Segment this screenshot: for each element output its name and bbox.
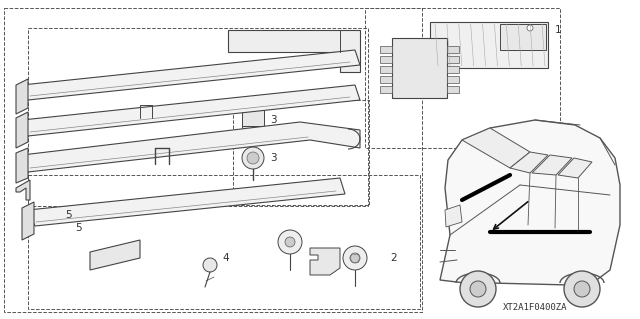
Bar <box>28 175 420 309</box>
Circle shape <box>350 253 360 263</box>
Polygon shape <box>447 66 459 73</box>
Text: 1: 1 <box>555 25 562 35</box>
Polygon shape <box>22 202 34 240</box>
Text: 2: 2 <box>390 253 397 263</box>
Text: 3: 3 <box>270 115 276 125</box>
Circle shape <box>203 258 217 272</box>
Polygon shape <box>380 86 392 93</box>
Circle shape <box>470 281 486 297</box>
Circle shape <box>343 246 367 270</box>
Polygon shape <box>16 180 30 200</box>
Text: 5: 5 <box>75 223 82 233</box>
Polygon shape <box>447 76 459 83</box>
Polygon shape <box>28 178 345 226</box>
Circle shape <box>527 25 533 31</box>
Polygon shape <box>447 56 459 63</box>
Polygon shape <box>16 112 28 148</box>
Polygon shape <box>90 240 140 270</box>
Polygon shape <box>310 248 340 275</box>
Polygon shape <box>16 79 28 114</box>
Polygon shape <box>430 22 548 68</box>
Bar <box>365 8 560 148</box>
Bar <box>242 126 264 144</box>
Text: 3: 3 <box>270 153 276 163</box>
Bar <box>4 8 422 312</box>
Polygon shape <box>447 46 459 53</box>
Polygon shape <box>558 158 592 178</box>
Bar <box>28 28 368 206</box>
Polygon shape <box>445 205 462 227</box>
Circle shape <box>247 152 259 164</box>
Circle shape <box>574 281 590 297</box>
Polygon shape <box>380 76 392 83</box>
Circle shape <box>564 271 600 307</box>
Polygon shape <box>380 56 392 63</box>
Polygon shape <box>22 122 360 172</box>
Text: 5: 5 <box>65 210 72 220</box>
Circle shape <box>242 147 264 169</box>
Polygon shape <box>380 66 392 73</box>
Polygon shape <box>380 46 392 53</box>
Polygon shape <box>392 38 447 98</box>
Polygon shape <box>500 24 546 50</box>
Polygon shape <box>440 120 620 285</box>
Text: XT2A1F0400ZA: XT2A1F0400ZA <box>503 303 567 312</box>
Polygon shape <box>447 86 459 93</box>
Polygon shape <box>532 155 572 175</box>
Polygon shape <box>16 148 28 183</box>
Polygon shape <box>22 50 360 100</box>
Polygon shape <box>228 30 360 72</box>
Text: 4: 4 <box>222 253 228 263</box>
Bar <box>233 100 369 205</box>
Circle shape <box>285 237 295 247</box>
Bar <box>242 108 264 126</box>
Circle shape <box>460 271 496 307</box>
Polygon shape <box>22 85 360 136</box>
Polygon shape <box>462 128 530 168</box>
Polygon shape <box>510 152 548 173</box>
Circle shape <box>278 230 302 254</box>
